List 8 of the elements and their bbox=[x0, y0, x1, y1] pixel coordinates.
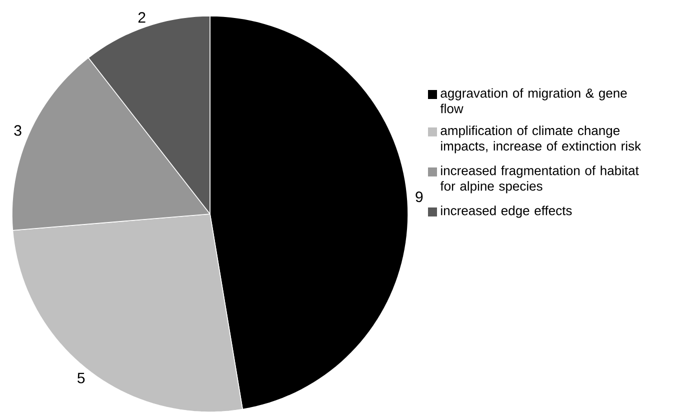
legend-label: aggravation of migration & gene flow bbox=[440, 88, 627, 114]
data-label: 9 bbox=[416, 192, 423, 202]
data-label: 3 bbox=[14, 125, 22, 136]
legend-label: increased fragmentation of habitat for alpine species bbox=[440, 166, 639, 194]
legend-label: increased edge effects bbox=[441, 206, 572, 218]
data-label: 2 bbox=[138, 12, 146, 23]
data-label: 5 bbox=[78, 372, 85, 384]
legend-label: amplification of climate change impacts, increase of extinction risk bbox=[440, 126, 642, 154]
